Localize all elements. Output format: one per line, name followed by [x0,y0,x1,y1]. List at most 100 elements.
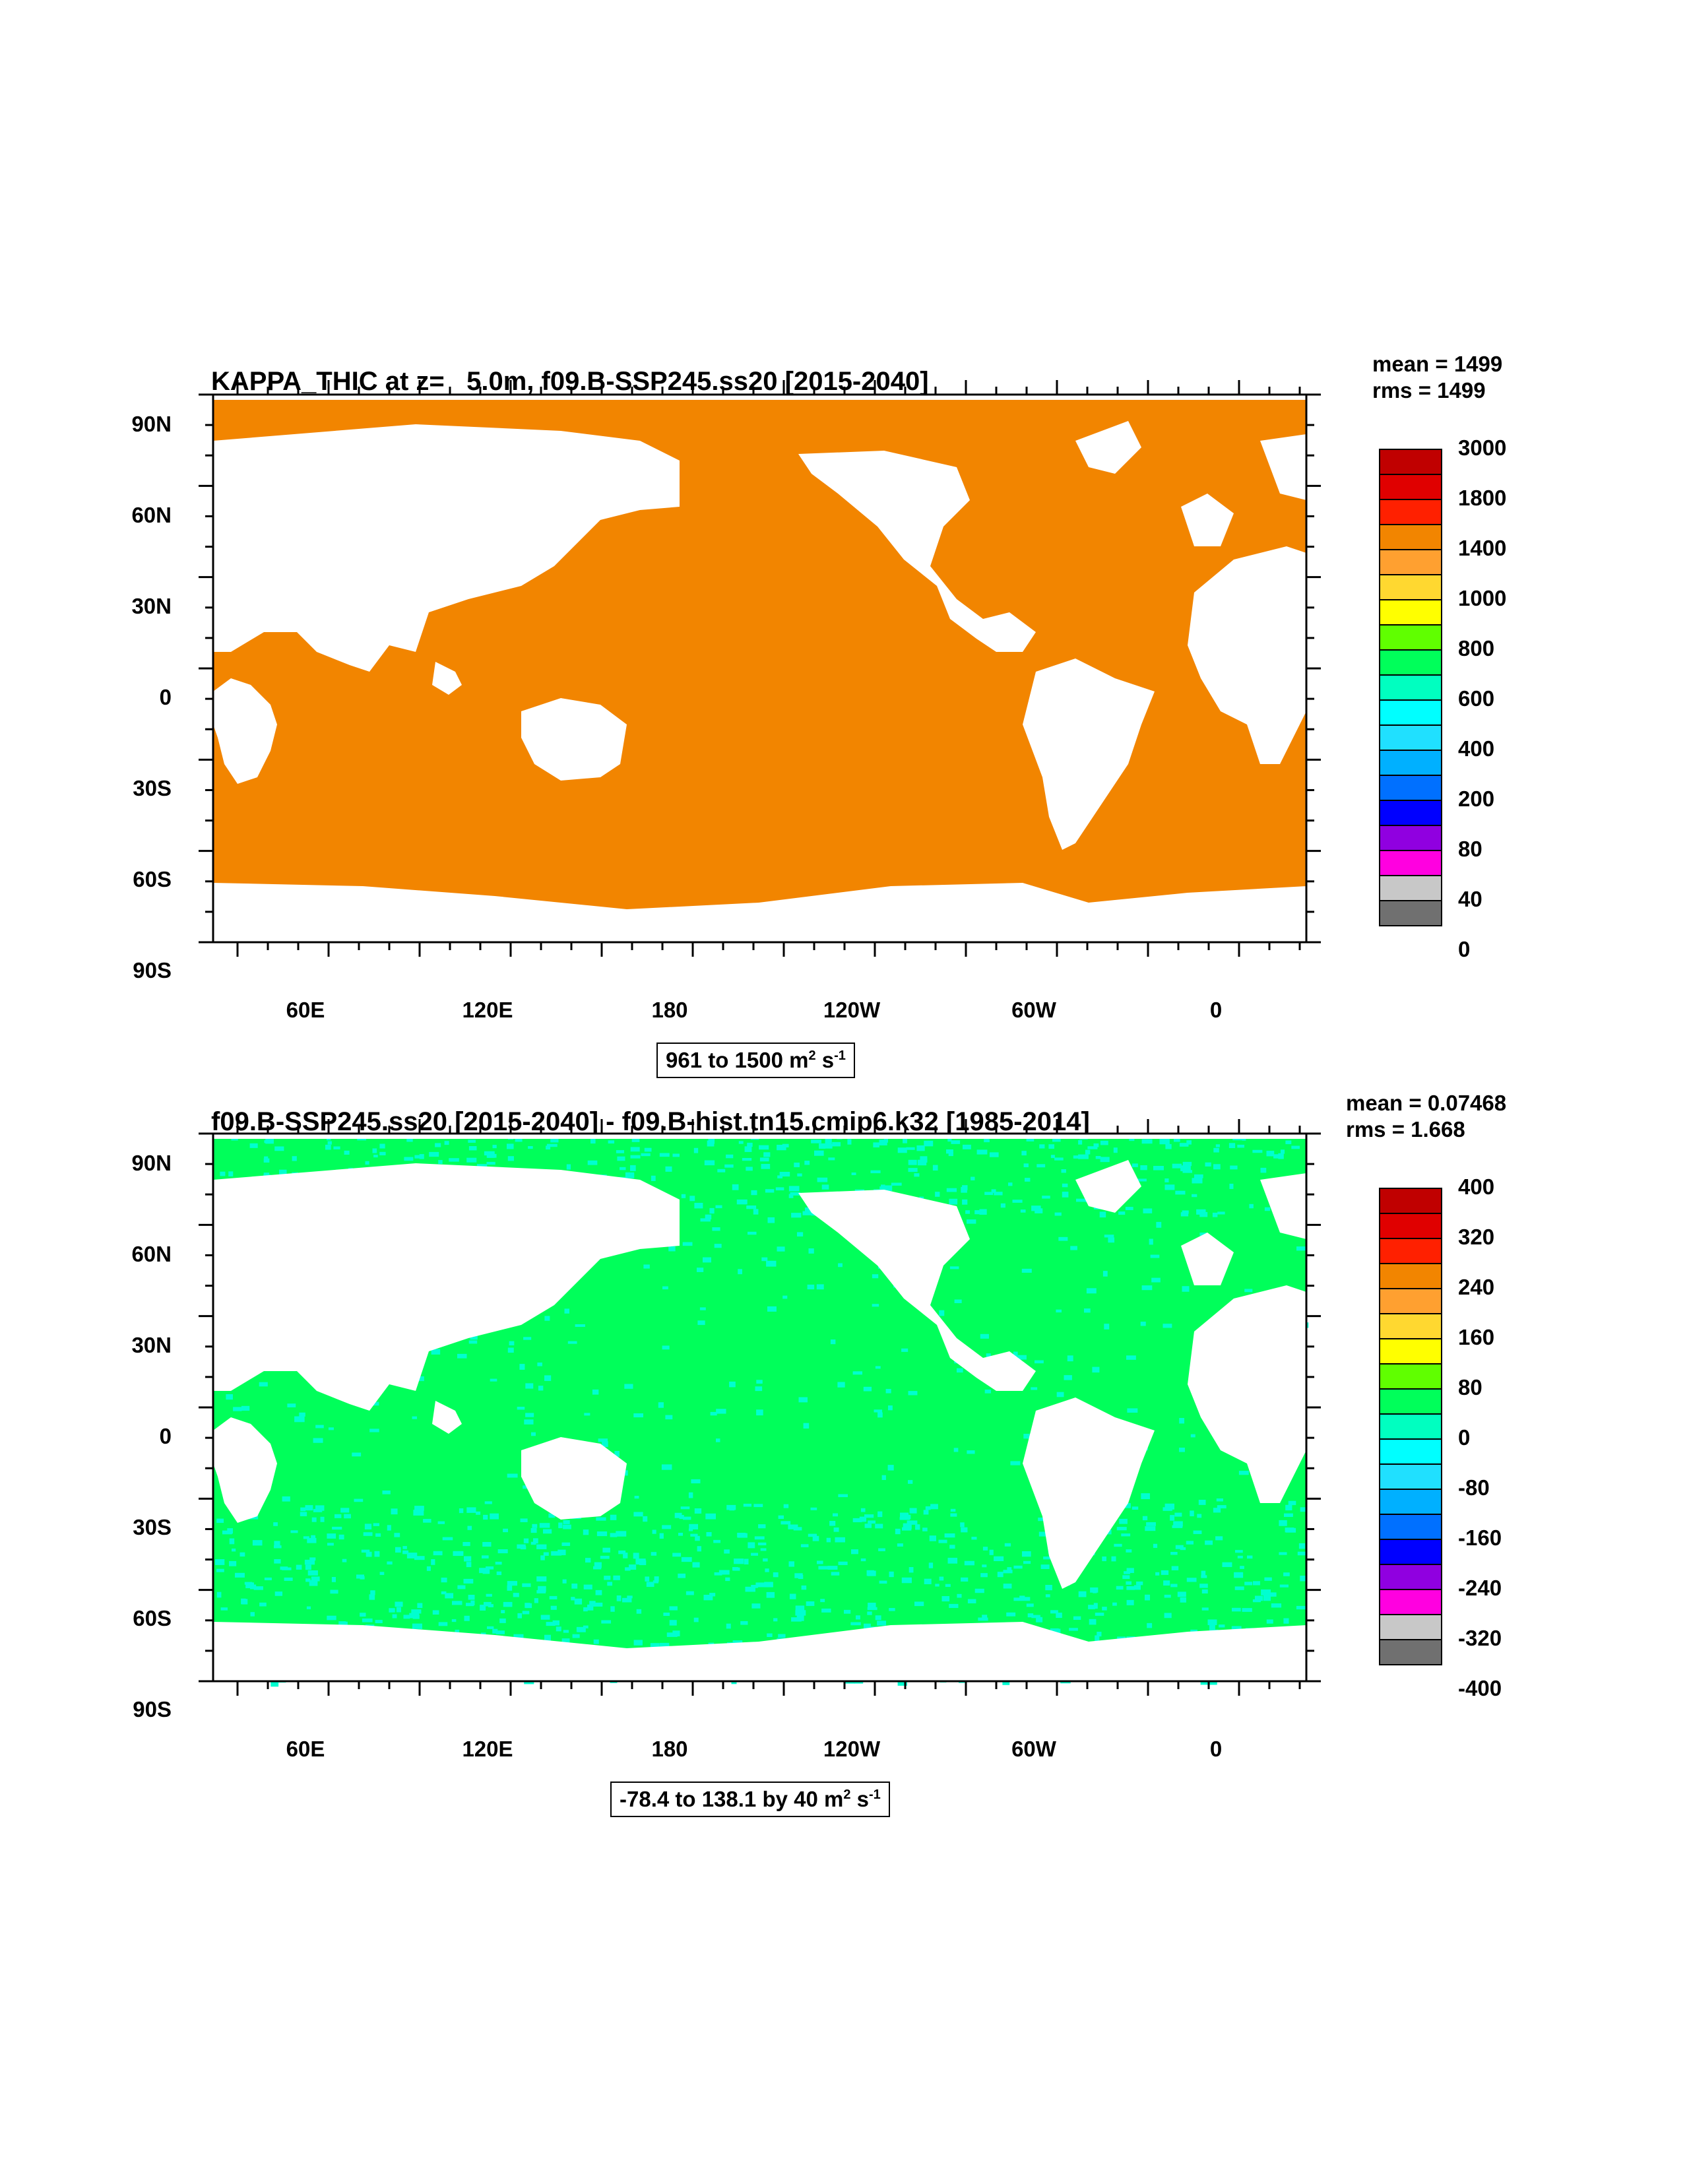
speckle [949,1545,955,1549]
speckle [574,1598,583,1605]
speckle [766,1260,777,1267]
speckle [1090,1587,1099,1593]
speckle [754,1536,765,1540]
speckle [509,1341,515,1345]
speckle [662,1345,670,1350]
speckle [1291,1145,1300,1149]
speckle [1164,1613,1172,1619]
speckle [470,1600,475,1605]
speckle [697,1320,705,1326]
speckle [313,1508,323,1512]
colorbar-swatch [1379,599,1442,626]
speckle [1102,1271,1108,1277]
speckle [1247,1555,1253,1559]
speckle [939,1576,944,1581]
speckle [220,1171,226,1176]
speckle [779,1172,790,1177]
speckle [1008,1182,1013,1186]
speckle [1199,1584,1208,1588]
speckle [1182,1161,1192,1167]
speckle [600,1555,610,1559]
speckle [795,1610,806,1616]
speckle [625,1567,631,1571]
range-text: 961 to 1500 m [666,1048,809,1072]
speckle [483,1514,488,1520]
speckle [756,1409,763,1416]
speckle [1064,1375,1072,1380]
speckle [989,1549,994,1555]
speckle [618,1550,626,1555]
speckle [1113,1147,1118,1153]
speckle [831,1572,840,1576]
speckle [1264,1577,1272,1581]
lat-label: 90N [131,412,172,436]
speckle [804,1161,810,1165]
speckle [901,1577,912,1584]
speckle [1283,1572,1290,1576]
speckle [525,1413,534,1417]
speckle [311,1517,317,1522]
speckle [445,1593,454,1599]
colorbar-swatch [1379,850,1442,876]
speckle [953,1448,959,1452]
speckle [761,1164,771,1169]
speckle [758,1524,766,1529]
speckle [396,1607,401,1613]
speckle [1036,1164,1046,1168]
speckle [402,1546,407,1549]
speckle [530,1527,537,1533]
speckle [604,1576,611,1580]
speckle [1048,1144,1054,1149]
speckle [571,1597,575,1601]
speckle [546,1145,551,1150]
speckle [980,1573,988,1578]
speckle [274,1559,281,1564]
speckle [748,1231,757,1235]
range-unit: s [815,1048,835,1072]
speckle [433,1551,443,1556]
stats-block: mean = 1499 rms = 1499 [1372,351,1502,404]
speckle [1151,1277,1161,1283]
speckle [466,1562,472,1568]
speckle [679,1515,684,1520]
speckle [495,1630,505,1634]
speckle [413,1510,424,1516]
speckle [732,1184,739,1190]
speckle [908,1159,917,1165]
speckle [1164,1178,1169,1182]
speckle [714,1572,722,1576]
speckle [1062,1192,1069,1198]
speckle [490,1378,497,1382]
speckle [904,1514,911,1520]
speckle [1095,1635,1100,1642]
speckle [775,1187,784,1191]
speckle [431,1349,441,1355]
speckle [917,1159,927,1166]
speckle [1023,1434,1030,1439]
speckle [641,1153,651,1157]
speckle [1040,1564,1050,1569]
lon-label: 120W [823,998,881,1022]
speckle [468,1340,478,1344]
speckle [746,1167,753,1171]
speckle [1219,1624,1225,1628]
speckle [486,1161,495,1165]
speckle [662,1286,668,1290]
speckle [695,1535,700,1541]
speckle [688,1492,693,1498]
speckle [1159,1138,1170,1145]
speckle [444,1141,449,1145]
lat-label: 60S [133,867,172,891]
speckle [1045,1585,1052,1591]
speckle [665,1415,673,1420]
colorbar-label: 3000 [1458,435,1507,460]
speckle [577,1627,586,1632]
speckle [688,1528,693,1531]
speckle [729,1381,736,1388]
speckle [1177,1591,1186,1597]
speckle [340,1508,350,1513]
speckle [432,1610,439,1615]
speckle [550,1605,557,1610]
speckle [1073,1155,1081,1159]
speckle [1078,1591,1087,1597]
